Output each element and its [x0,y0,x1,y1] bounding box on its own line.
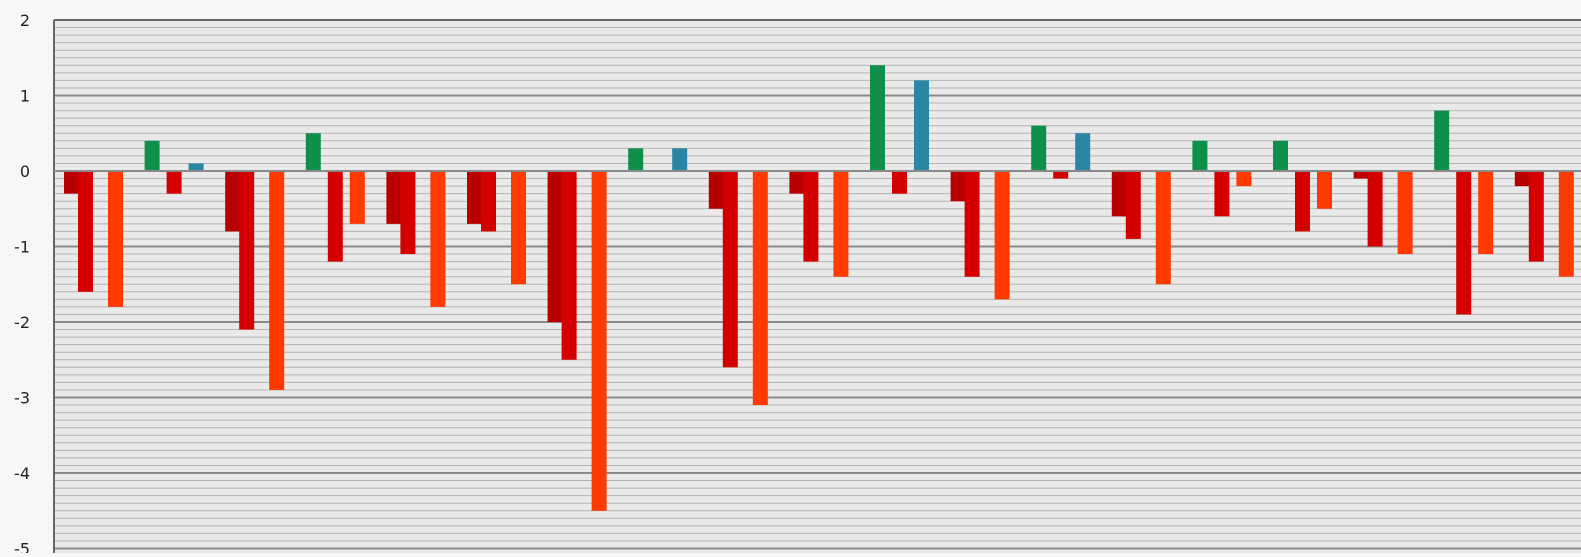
bar-group [386,171,446,307]
bar [1367,171,1383,247]
bar-group [789,171,849,277]
bar [1353,171,1369,179]
bar-group [64,171,123,307]
bar [1053,171,1069,179]
y-axis: 2 1 0 -1 -2 -3 -4 -5 [14,11,1581,557]
y-tick-label: -3 [14,389,30,408]
bar [1236,171,1252,187]
bar-group [1434,110,1494,315]
bar [964,171,980,277]
bar [239,171,255,330]
bar [1075,133,1091,171]
y-tick-label: 1 [20,87,30,106]
bar [349,171,365,224]
y-tick-label: 2 [20,11,30,30]
bar [789,171,805,194]
bar [166,171,182,194]
bar [833,171,849,277]
bar [400,171,416,255]
bar [108,171,123,307]
bar-group [950,171,1010,300]
bar [481,171,496,232]
bar [672,148,688,171]
bar-series [64,65,1574,511]
bar [1514,171,1530,187]
bar [722,171,738,368]
bar-group [1273,140,1332,232]
bar [708,171,724,209]
bar-group [144,140,204,194]
bar-group [870,65,929,194]
bar [1397,171,1413,255]
bar [1558,171,1574,277]
bar [1273,140,1288,171]
bar [561,171,577,360]
bar [78,171,93,292]
y-tick-label: -1 [14,238,30,257]
bar-group [547,171,607,511]
bar [144,140,160,171]
bar [64,171,79,194]
bar-group [1192,140,1252,217]
y-tick-label: 0 [20,162,30,181]
bar [547,171,563,322]
bar-group [1111,171,1171,285]
y-tick-label: -4 [14,464,30,483]
bar [950,171,966,202]
bar [269,171,285,390]
bar [467,171,482,224]
bar [994,171,1010,300]
bar-group [1514,171,1574,277]
bar [1111,171,1127,217]
bar [430,171,446,307]
bar [752,171,768,406]
bar [1317,171,1332,209]
bar [225,171,241,232]
bar-group [305,133,365,262]
bar [1528,171,1544,262]
bar [1478,171,1494,255]
bar [870,65,885,171]
bar [591,171,607,511]
bar [305,133,321,171]
bar [1192,140,1208,171]
bar [892,171,907,194]
bar [1155,171,1171,285]
bar [1214,171,1230,217]
bar [1434,110,1450,171]
bar [628,148,644,171]
bar-group [225,171,285,390]
bar [386,171,402,224]
bar [511,171,526,285]
bar [1456,171,1472,315]
y-tick-label: -5 [14,540,30,554]
bar [1031,125,1047,171]
bar-group [1353,171,1413,255]
bar-group [1031,125,1091,179]
bar [914,80,929,171]
bar [1295,171,1310,232]
y-tick-label: -2 [14,313,30,332]
bar-group [467,171,526,285]
bar [1125,171,1141,239]
bar [327,171,343,262]
bar-group [628,148,688,171]
bar [803,171,819,262]
bar-group [708,171,768,406]
plot-area [54,20,1581,553]
bar [188,163,204,171]
